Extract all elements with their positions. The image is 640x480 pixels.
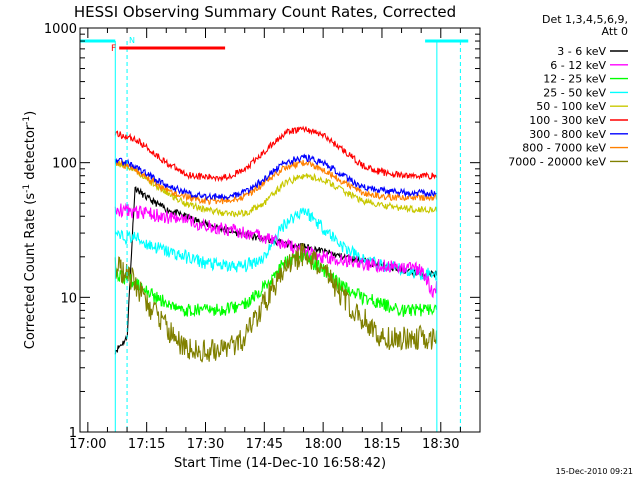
x-axis-label: Start Time (14-Dec-10 16:58:42) (174, 456, 386, 471)
series-layer (114, 125, 438, 363)
legend-label-4: 25 - 50 keV (543, 86, 606, 99)
x-tick-label-3: 17:45 (246, 437, 283, 452)
legend-label-7: 300 - 800 keV (529, 128, 606, 141)
timestamp: 15-Dec-2010 09:21 (556, 467, 633, 476)
legend-label-1: 3 - 6 keV (557, 45, 606, 58)
series-line-2 (114, 202, 438, 299)
x-tick-label-4: 18:00 (304, 437, 341, 452)
legend-label-9: 7000 - 20000 keV (508, 155, 606, 168)
legend-label-6: 100 - 300 keV (529, 114, 606, 127)
x-tick-label-2: 17:30 (187, 437, 224, 452)
series-line-6 (114, 125, 438, 183)
y-label-mid: detector (23, 124, 38, 184)
series-line-3 (114, 250, 438, 318)
y-tick-label-2: 100 (52, 157, 77, 172)
flag-label-f: F (111, 44, 116, 54)
legend-label-2: 6 - 12 keV (550, 59, 606, 72)
y-tick-label-3: 1000 (44, 22, 77, 37)
plot-frame (79, 27, 481, 433)
legend-header-1: Det 1,3,4,5,6,9, (542, 13, 628, 26)
y-tick-label-1: 10 (60, 291, 77, 306)
y-label-sup1: -1 (22, 184, 32, 193)
series-line-5 (114, 159, 438, 218)
y-label-main: Corrected Count Rate (s (23, 193, 38, 350)
legend-label-3: 12 - 25 keV (543, 73, 606, 86)
x-tick-label-1: 17:15 (128, 437, 165, 452)
y-label-sup2: -1 (22, 116, 32, 125)
chart-title: HESSI Observing Summary Count Rates, Cor… (74, 3, 456, 21)
y-tick-label-0: 1 (69, 426, 77, 441)
legend-header-2: Att 0 (602, 25, 628, 38)
y-label-end: ) (23, 111, 38, 116)
series-line-8 (114, 159, 438, 206)
series-line-7 (114, 153, 437, 201)
legend-label-5: 50 - 100 keV (536, 100, 606, 113)
axis-layer: 1 10 100 1000 17:00 17:15 17:30 17:45 18:00 18:15… (44, 22, 481, 452)
flag-label-n: N (129, 36, 135, 45)
legend-label-8: 800 - 7000 keV (522, 142, 606, 155)
x-tick-label-5: 18:15 (363, 437, 400, 452)
x-tick-label-0: 17:00 (69, 437, 106, 452)
annotation-layer: FN (80, 36, 469, 432)
y-axis-label: Corrected Count Rate (s-1 detector-1) (22, 111, 38, 349)
series-line-9 (114, 243, 438, 363)
x-tick-label-6: 18:30 (422, 437, 459, 452)
